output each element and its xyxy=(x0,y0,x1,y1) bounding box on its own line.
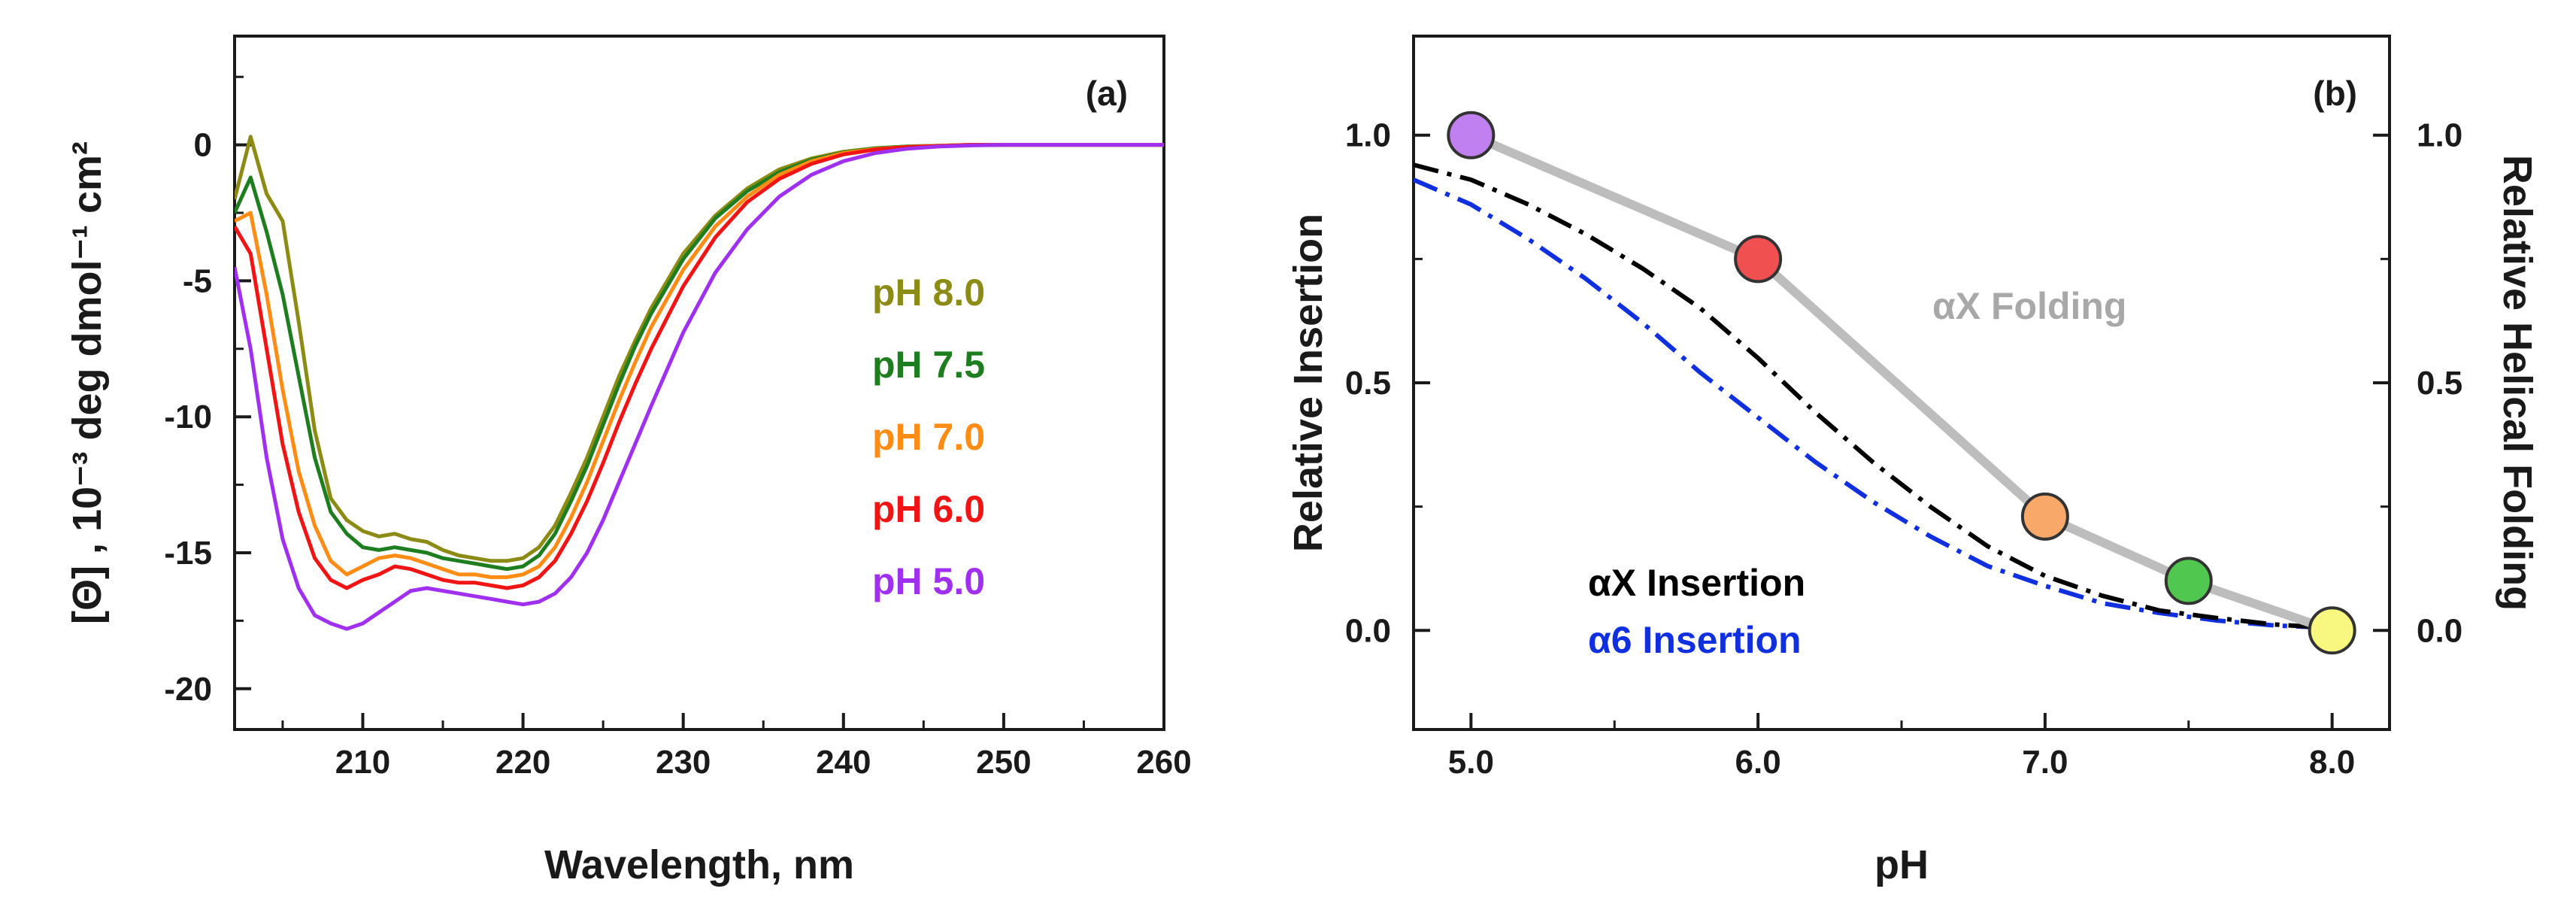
folding-point xyxy=(1734,235,1783,284)
panel-a-xtick-label: 210 xyxy=(335,744,390,781)
series-line-ph-7-5 xyxy=(235,143,1164,572)
folding-point xyxy=(1447,111,1496,159)
panel-b-y2tick-label: 1.0 xyxy=(2417,117,2462,154)
panel-b: 5.0 6.0 7.0 8.0 0.0 0.5 1.0 0.0 0.5 1.0 (b) pH Re… xyxy=(1286,35,2540,887)
panel-b-xtick-label: 8.0 xyxy=(2309,744,2355,781)
panel-b-ylabel: Relative Insertion xyxy=(1286,214,1331,552)
panel-a-ytick-label: -20 xyxy=(164,671,212,708)
panel-a-series xyxy=(235,135,1164,631)
folding-point xyxy=(2164,557,2213,605)
panel-a-xlabel: Wavelength, nm xyxy=(544,842,854,887)
legend-entry-ph-8-0: pH 8.0 xyxy=(872,271,985,314)
panel-a-ytick-label: -5 xyxy=(183,262,212,299)
panel-a-xtick-label: 230 xyxy=(656,744,711,781)
panel-a: 210 220 230 240 250 260 0 -5 -10 -15 -20 (a) Wavel… xyxy=(65,35,1192,887)
panel-a-ylabel: [Θ] , 10⁻³ deg dmol⁻¹ cm² xyxy=(65,141,110,624)
series-line-ph-6-0 xyxy=(235,143,1164,590)
series-line-ph-7-0 xyxy=(235,143,1164,579)
panel-b-y2tick-label: 0.0 xyxy=(2417,612,2462,649)
panel-a-legend: pH 8.0 pH 7.5 pH 7.0 pH 6.0 pH 5.0 xyxy=(872,271,985,602)
panel-a-ytick-label: -15 xyxy=(164,535,212,572)
panel-a-xtick-label: 240 xyxy=(816,744,871,781)
series-line-ph-8-0 xyxy=(235,135,1164,563)
legend-entry-ph-7-5: pH 7.5 xyxy=(872,344,985,386)
panel-b-xtick-label: 6.0 xyxy=(1735,744,1781,781)
panel-b-xtick-label: 5.0 xyxy=(1448,744,1494,781)
legend-entry-ph-7-0: pH 7.0 xyxy=(872,416,985,458)
panel-b-curves xyxy=(1414,162,2332,630)
series-line-ph-5-0 xyxy=(235,143,1164,631)
panel-b-label: (b) xyxy=(2313,74,2357,113)
series-line-x-insertion xyxy=(1414,162,2332,630)
panel-a-xtick-label: 220 xyxy=(496,744,550,781)
legend-entry-6-insertion: α6 Insertion xyxy=(1588,619,1802,661)
panel-a-ytick-label: 0 xyxy=(194,127,212,164)
panel-b-xtick-label: 7.0 xyxy=(2022,744,2068,781)
legend-entry-ph-6-0: pH 6.0 xyxy=(872,488,985,530)
legend-entry-x-insertion: αX Insertion xyxy=(1588,562,1805,604)
folding-point xyxy=(2308,606,2356,655)
panel-b-ytick-label: 0.0 xyxy=(1345,612,1391,649)
panel-b-ytick-label: 0.5 xyxy=(1345,365,1391,402)
panel-b-y2label: Relative Helical Folding xyxy=(2495,155,2540,611)
panel-a-xtick-label: 250 xyxy=(976,744,1031,781)
series-line-x-folding xyxy=(1469,131,2334,635)
panel-a-label: (a) xyxy=(1086,74,1128,113)
panel-b-axes: 5.0 6.0 7.0 8.0 0.0 0.5 1.0 0.0 0.5 1.0 xyxy=(1345,117,2462,781)
panel-a-frame xyxy=(233,35,1165,731)
legend-entry-ph-5-0: pH 5.0 xyxy=(872,560,985,602)
panel-a-xtick-label: 260 xyxy=(1136,744,1191,781)
panel-a-ytick-label: -10 xyxy=(164,399,212,435)
panel-b-xlabel: pH xyxy=(1874,842,1929,887)
folding-point xyxy=(2020,492,2069,541)
panel-b-series xyxy=(1414,111,2356,655)
panel-b-ytick-label: 1.0 xyxy=(1345,117,1391,154)
legend-entry-x-folding: αX Folding xyxy=(1932,285,2126,327)
panel-a-axes: 210 220 230 240 250 260 0 -5 -10 -15 -20 xyxy=(164,75,1192,781)
panel-b-legend: αX Folding αX Insertion α6 Insertion xyxy=(1588,285,2126,661)
panel-b-y2tick-label: 0.5 xyxy=(2417,365,2462,402)
